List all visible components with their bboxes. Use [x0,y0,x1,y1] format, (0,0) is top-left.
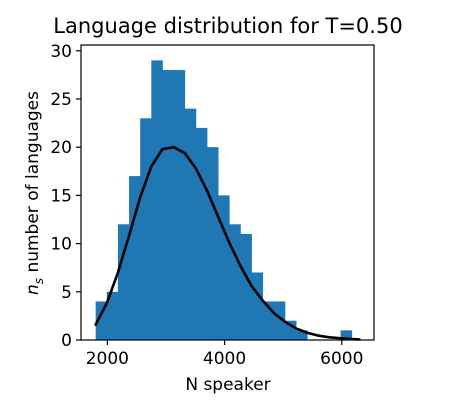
y-tick-label: 20 [50,138,72,158]
histogram-bar [173,70,186,340]
y-axis-label-rest: number of languages [23,91,43,278]
y-axis-label-subscript: s [32,278,46,284]
histogram-bar [296,330,308,340]
histogram-bar [184,108,197,340]
histogram-bar [129,176,141,340]
histogram-bars [95,60,353,341]
chart-title: Language distribution for T=0.50 [53,14,402,38]
y-tick-label: 10 [50,235,72,255]
histogram-bar [206,147,219,340]
histogram-bar [273,301,286,340]
y-tick-label: 0 [61,331,72,351]
histogram-bar [195,127,208,340]
y-tick-label: 30 [50,42,72,62]
histogram-bar [106,291,119,340]
histogram-bar [262,301,275,340]
y-tick-label: 15 [50,186,72,206]
histogram-bar [140,118,152,341]
x-axis-ticks: 2000 4000 6000 [86,340,363,369]
y-axis-label-prefix: n [23,284,43,295]
histogram-bar [240,233,252,340]
y-axis-label: ns number of languages [23,91,46,295]
x-tick-label: 6000 [320,349,363,369]
histogram-bar [95,301,108,340]
y-tick-label: 25 [50,90,72,110]
histogram-bar [151,60,163,341]
y-axis-ticks: 0 5 10 15 20 25 30 [50,42,81,351]
x-tick-label: 2000 [86,349,129,369]
x-tick-label: 4000 [203,349,246,369]
plot-frame [80,44,375,341]
histogram-bar [284,320,297,340]
histogram-bar [117,224,130,340]
y-tick-label: 5 [61,283,72,303]
histogram-bar [340,330,353,340]
x-axis-label: N speaker [185,375,270,395]
fit-curve-line [94,145,361,341]
histogram-bar [229,224,241,340]
histogram-bar [162,70,174,340]
histogram-bar [251,272,264,340]
histogram-bar [218,195,230,340]
